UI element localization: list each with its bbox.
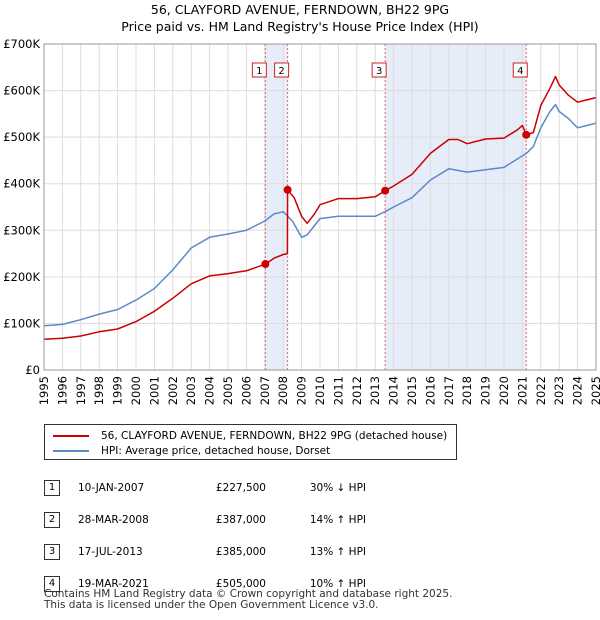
sale-price: £505,000 [215, 578, 266, 590]
sale-date: 10-JAN-2007 [78, 482, 145, 494]
table-row: 4 19-MAR-2021 £505,000 10% ↑ HPI [44, 568, 366, 600]
series-line-property [43, 75, 597, 341]
y-tick-label: £100K [3, 316, 40, 330]
legend: 56, CLAYFORD AVENUE, FERNDOWN, BH22 9PG … [44, 424, 457, 460]
x-tick-label: 2020 [497, 376, 511, 405]
sale-hpi-diff: 13% ↑ HPI [309, 546, 366, 558]
sale-label-box [371, 62, 387, 78]
sale-point [261, 260, 270, 269]
sale-point [522, 130, 531, 139]
x-tick-label: 2015 [405, 376, 419, 405]
legend-label-property: 56, CLAYFORD AVENUE, FERNDOWN, BH22 9PG … [101, 430, 448, 442]
sale-number: 2 [44, 512, 60, 528]
sale-number: 4 [44, 576, 60, 592]
sale-hpi-diff: 30% ↓ HPI [309, 482, 366, 494]
x-tick-label: 2023 [552, 376, 566, 405]
table-row: 1 10-JAN-2007 £227,500 30% ↓ HPI [44, 472, 366, 504]
table-row: 2 28-MAR-2008 £387,000 14% ↑ HPI [44, 504, 366, 536]
sale-label: 1 [256, 66, 262, 77]
legend-item-property: 56, CLAYFORD AVENUE, FERNDOWN, BH22 9PG … [53, 429, 447, 443]
sale-date: 17-JUL-2013 [78, 546, 143, 558]
transactions-table: 1 10-JAN-2007 £227,500 30% ↓ HPI 2 28-MA… [44, 472, 366, 600]
sale-number: 1 [44, 480, 60, 496]
x-tick-label: 2014 [387, 376, 401, 405]
x-tick-label: 2018 [460, 376, 474, 405]
x-tick-label: 2004 [203, 376, 217, 405]
x-tick-label: 2021 [515, 376, 529, 405]
chart-title: 56, CLAYFORD AVENUE, FERNDOWN, BH22 9PG [150, 2, 450, 17]
y-tick-label: £500K [3, 130, 40, 144]
sale-number: 3 [44, 544, 60, 560]
x-tick-label: 2012 [350, 376, 364, 405]
sale-hpi-diff: 10% ↑ HPI [309, 578, 366, 590]
x-tick-label: 2006 [239, 376, 253, 405]
x-tick-label: 2000 [129, 376, 143, 405]
y-tick-label: £200K [3, 270, 40, 284]
sale-hpi-diff: 14% ↑ HPI [309, 514, 366, 526]
legend-item-hpi: HPI: Average price, detached house, Dors… [53, 444, 330, 458]
footer: Contains HM Land Registry data © Crown c… [44, 589, 452, 611]
sale-label: 3 [376, 66, 382, 77]
y-tick-label: £300K [3, 223, 40, 237]
legend-label-hpi: HPI: Average price, detached house, Dors… [101, 445, 331, 457]
table-row: 3 17-JUL-2013 £385,000 13% ↑ HPI [44, 536, 366, 568]
x-tick-label: 2007 [258, 376, 272, 405]
x-tick-label: 2013 [368, 376, 382, 405]
x-tick-label: 2024 [571, 376, 585, 405]
footer-licence: This data is licensed under the Open Gov… [44, 599, 379, 611]
y-tick-label: £600K [3, 84, 40, 98]
shaded-period [265, 44, 288, 370]
x-tick-label: 1996 [55, 376, 69, 405]
x-tick-label: 2010 [313, 376, 327, 405]
sale-point [381, 186, 390, 195]
sale-point [283, 185, 292, 194]
x-tick-label: 2016 [423, 376, 437, 405]
x-tick-label: 1999 [111, 376, 125, 405]
plot-frame [43, 43, 597, 371]
x-tick-label: 2017 [442, 376, 456, 405]
shaded-period [385, 44, 527, 370]
y-tick-label: £0 [25, 363, 40, 377]
sale-label: 2 [278, 66, 284, 77]
sale-label: 4 [517, 66, 523, 77]
y-tick-label: £400K [3, 177, 40, 191]
x-tick-label: 2025 [589, 376, 600, 405]
footer-copyright: Contains HM Land Registry data © Crown c… [44, 588, 453, 600]
sale-label-box [512, 62, 528, 78]
x-tick-label: 2019 [479, 376, 493, 405]
x-tick-label: 2009 [295, 376, 309, 405]
x-tick-label: 2022 [534, 376, 548, 405]
x-tick-label: 2001 [147, 376, 161, 405]
sale-label-box [274, 62, 290, 78]
x-tick-label: 2008 [276, 376, 290, 405]
x-tick-label: 1997 [74, 376, 88, 405]
x-tick-label: 2011 [331, 376, 345, 405]
sale-label-box [251, 62, 267, 78]
x-tick-label: 2003 [184, 376, 198, 405]
x-tick-label: 1995 [37, 376, 51, 405]
x-tick-label: 2005 [221, 376, 235, 405]
x-tick-label: 1998 [92, 376, 106, 405]
legend-swatch-hpi [53, 450, 89, 452]
sale-price: £387,000 [215, 514, 266, 526]
price-chart: 1 2 3 4 £0 £100K £200K £300K £400K £500K £600K £700… [3, 37, 600, 405]
sale-date: 28-MAR-2008 [78, 514, 149, 526]
sale-price: £227,500 [215, 482, 266, 494]
sale-date: 19-MAR-2021 [78, 578, 149, 590]
x-tick-label: 2002 [166, 376, 180, 405]
y-tick-label: £700K [3, 37, 40, 51]
series-line-hpi [43, 103, 597, 327]
sale-price: £385,000 [215, 546, 266, 558]
legend-swatch-property [53, 435, 89, 437]
chart-subtitle: Price paid vs. HM Land Registry's House … [121, 19, 479, 34]
